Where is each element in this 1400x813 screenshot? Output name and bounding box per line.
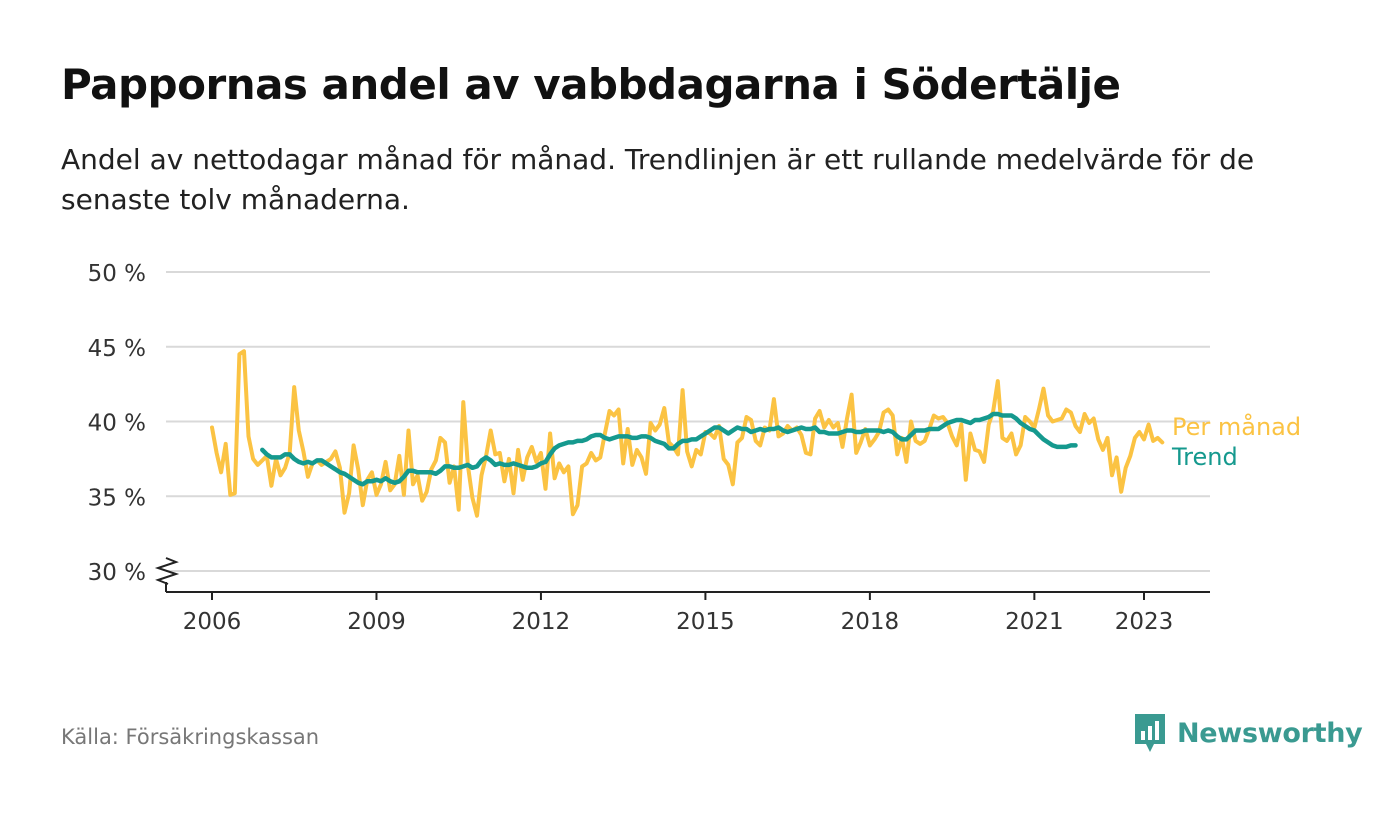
x-tick-label: 2018 <box>841 609 900 635</box>
series-lines <box>210 349 1165 518</box>
x-tick-label: 2023 <box>1115 609 1174 635</box>
x-tick-label: 2021 <box>1005 609 1064 635</box>
x-tick-label: 2009 <box>347 609 406 635</box>
y-tick-label: 40 % <box>88 411 146 437</box>
brand-logo: Newsworthy <box>1133 712 1363 754</box>
x-axis <box>154 557 1210 593</box>
x-tick-label: 2012 <box>512 609 571 635</box>
brand-name: Newsworthy <box>1177 717 1363 749</box>
y-tick-label: 35 % <box>88 485 146 511</box>
newsworthy-logo-icon <box>1135 714 1165 752</box>
y-axis-tick-labels: 30 % 35 % 40 % 45 % 50 % <box>88 261 146 586</box>
y-tick-label: 45 % <box>88 336 146 362</box>
chart-subtitle: Andel av nettodagar månad för månad. Tre… <box>61 143 1255 216</box>
y-tick-label: 50 % <box>88 261 146 287</box>
series-label-trend: Trend <box>1171 443 1238 471</box>
axis-break-icon <box>154 557 180 585</box>
x-tick-label: 2006 <box>183 609 242 635</box>
series-line-trend <box>260 411 1078 487</box>
line-chart: 30 % 35 % 40 % 45 % 50 % 2006 2009 2012 2015 201… <box>88 261 1302 635</box>
x-axis-tick-labels: 2006 2009 2012 2015 2018 2021 2023 <box>183 592 1174 635</box>
series-label-monthly: Per månad <box>1172 412 1301 441</box>
chart-title: Pappornas andel av vabbdagarna i Södertä… <box>61 60 1121 109</box>
series-line-monthly <box>210 349 1165 518</box>
source-note: Källa: Försäkringskassan <box>61 725 320 749</box>
x-tick-label: 2015 <box>676 609 735 635</box>
y-tick-label: 30 % <box>88 560 146 586</box>
